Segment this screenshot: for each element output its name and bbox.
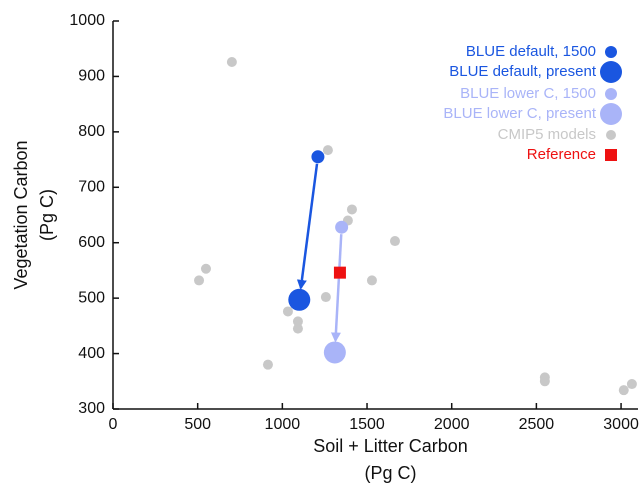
marker-point xyxy=(200,263,211,274)
arrow xyxy=(330,234,343,343)
marker-point xyxy=(226,57,237,68)
marker-square xyxy=(333,266,346,279)
legend-label: BLUE lower C, present xyxy=(443,105,596,122)
y-tick-label: 1000 xyxy=(69,12,105,29)
marker-point xyxy=(292,316,303,327)
marker-point xyxy=(288,288,311,311)
legend-marker xyxy=(600,61,622,83)
y-tick-label: 700 xyxy=(78,179,105,196)
x-tick-label: 500 xyxy=(184,416,211,433)
x-tick-label: 2500 xyxy=(519,416,555,433)
marker-point xyxy=(322,145,333,156)
x-axis-label: (Pg C) xyxy=(364,463,416,483)
x-tick-label: 1500 xyxy=(349,416,385,433)
marker-point xyxy=(366,275,377,286)
legend-label: CMIP5 models xyxy=(498,126,596,143)
x-tick-label: 1000 xyxy=(265,416,301,433)
marker-point xyxy=(194,275,205,286)
marker-point xyxy=(618,385,629,396)
marker-point xyxy=(626,379,637,390)
y-tick-label: 500 xyxy=(78,289,105,306)
marker-point xyxy=(389,236,400,247)
y-tick-label: 900 xyxy=(78,68,105,85)
x-tick-label: 0 xyxy=(109,416,118,433)
marker-point xyxy=(282,306,293,317)
marker-point xyxy=(335,220,349,234)
marker-point xyxy=(320,292,331,303)
legend-marker xyxy=(606,130,616,140)
y-tick-label: 300 xyxy=(78,400,105,417)
marker-point xyxy=(292,323,303,334)
marker-point xyxy=(346,204,357,215)
marker-point xyxy=(311,150,325,164)
marker-point xyxy=(539,376,550,387)
x-tick-label: 2000 xyxy=(434,416,470,433)
legend-label: Reference xyxy=(527,146,596,163)
x-tick-label: 3000 xyxy=(603,416,639,433)
legend-marker xyxy=(600,103,622,125)
legend-marker xyxy=(605,149,617,161)
y-tick-label: 800 xyxy=(78,123,105,140)
legend-label: BLUE default, 1500 xyxy=(466,43,596,60)
arrow xyxy=(296,163,319,290)
x-axis-label: Soil + Litter Carbon xyxy=(313,436,468,456)
legend-label: BLUE default, present xyxy=(449,63,597,80)
marker-point xyxy=(262,359,273,370)
marker-point xyxy=(323,341,346,364)
y-axis-label: Vegetation Carbon xyxy=(11,140,31,289)
legend-marker xyxy=(605,46,617,58)
y-axis-label: (Pg C) xyxy=(37,189,57,241)
y-tick-label: 400 xyxy=(78,345,105,362)
legend-label: BLUE lower C, 1500 xyxy=(460,85,596,102)
y-tick-label: 600 xyxy=(78,234,105,251)
legend-marker xyxy=(605,88,617,100)
